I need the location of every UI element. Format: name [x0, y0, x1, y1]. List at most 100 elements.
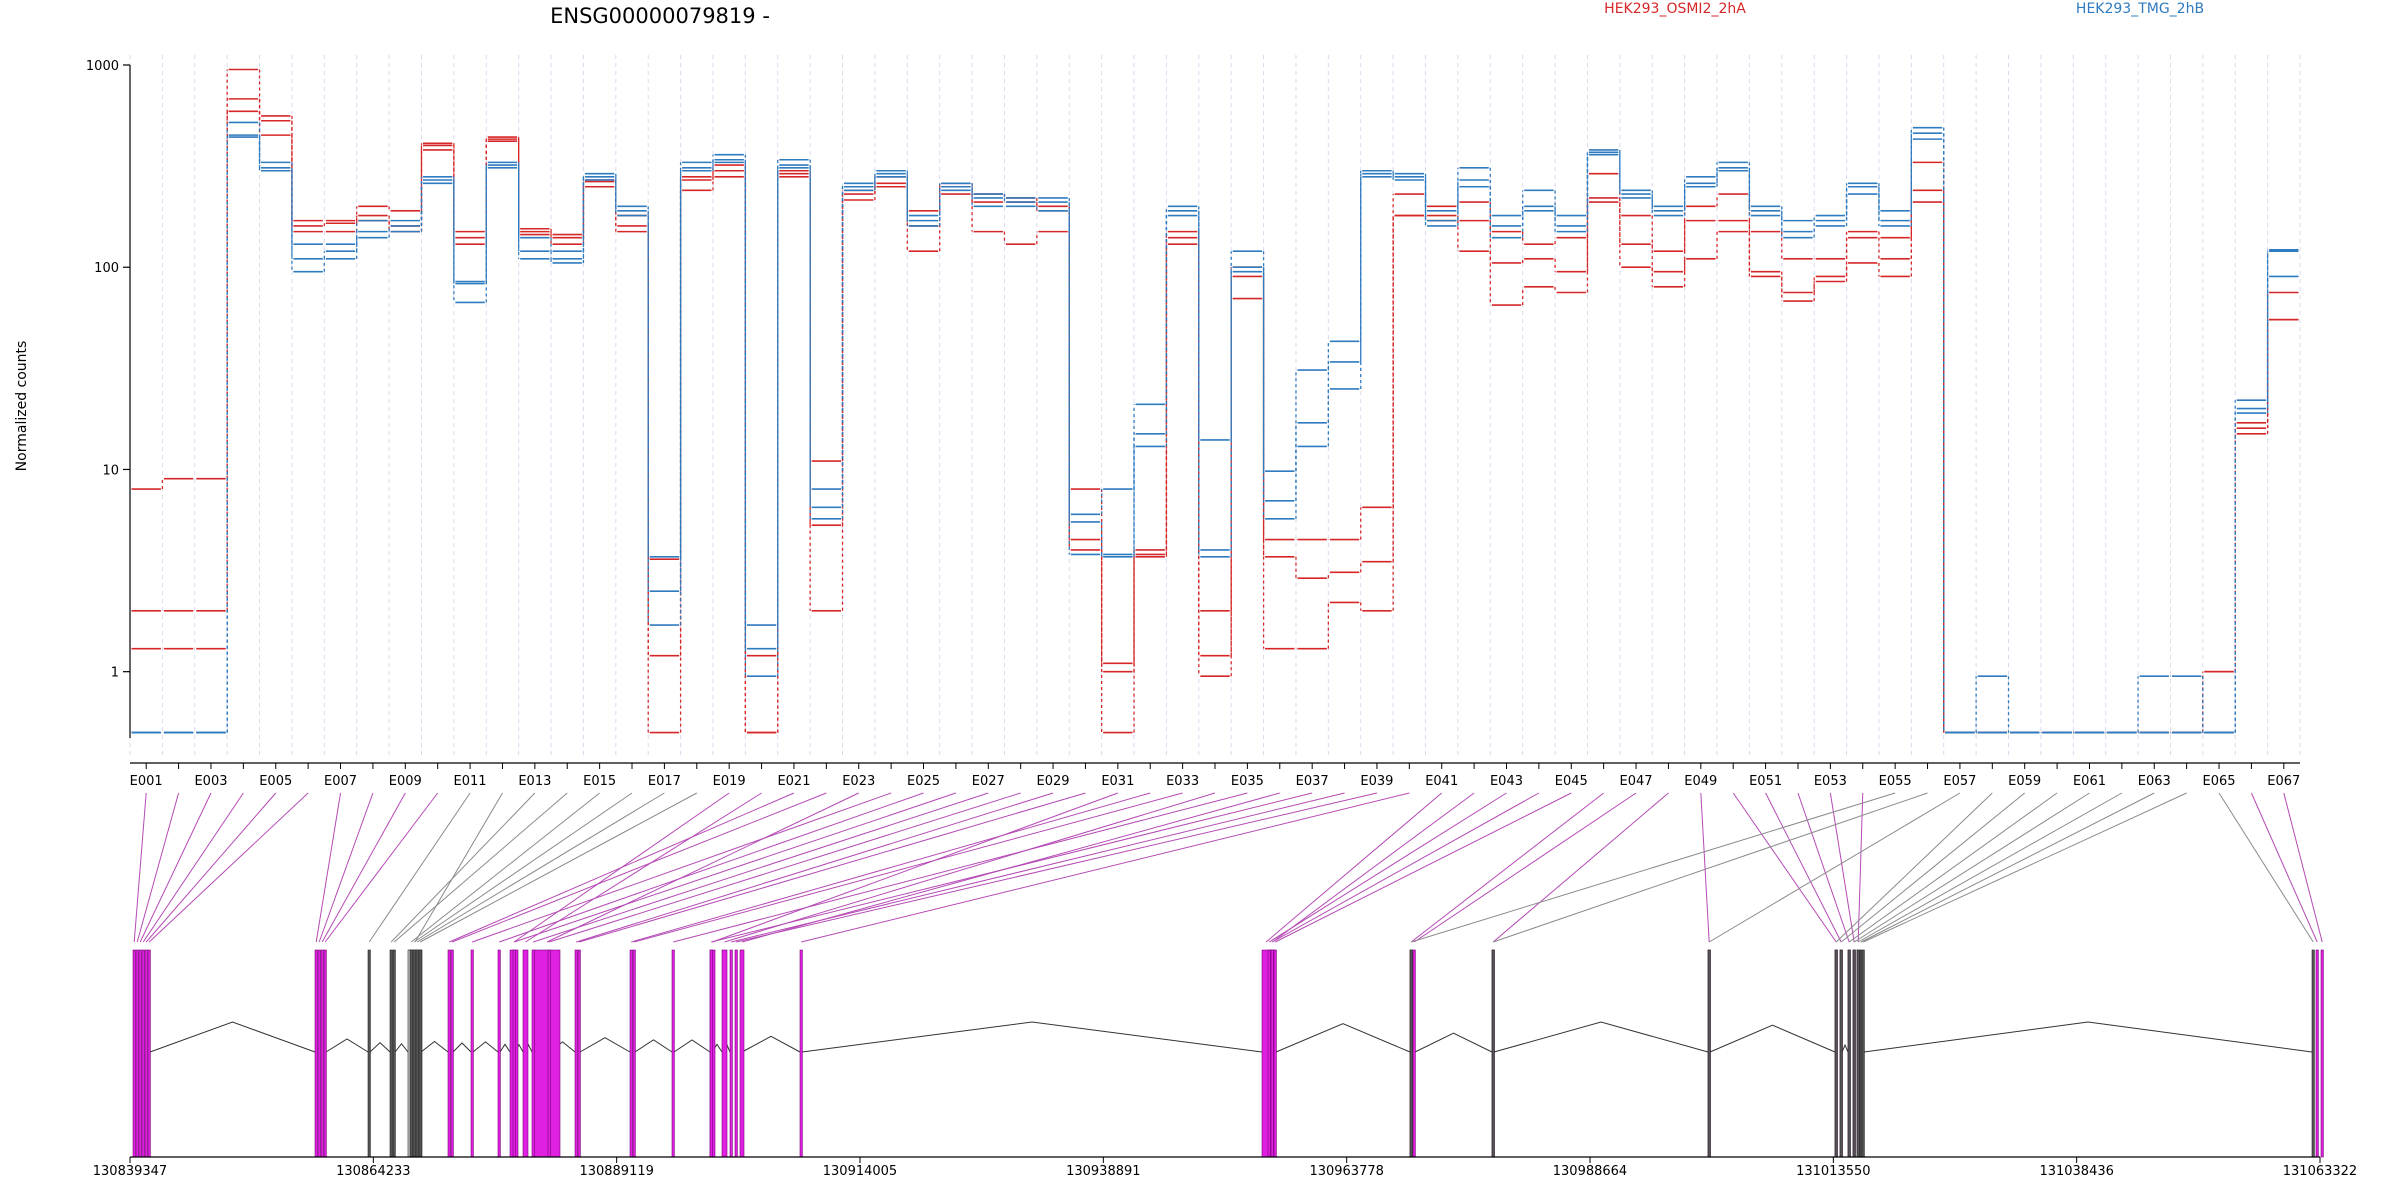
exon-block: [317, 949, 321, 1158]
series-line: [131, 98, 2299, 734]
exon-block: [1270, 949, 1274, 1158]
exon-block: [132, 949, 136, 1158]
series-line: [131, 110, 2299, 734]
exon-connector: [1857, 792, 1864, 943]
intron-line: [741, 1035, 801, 1053]
exon-connector: [472, 792, 892, 943]
genomic-tick-label: 131038436: [2039, 1164, 2113, 1179]
x-tick-label: E045: [1555, 774, 1588, 789]
exon-block: [632, 949, 636, 1158]
x-tick-label: E047: [1620, 774, 1653, 789]
x-tick-label: E063: [2138, 774, 2171, 789]
exon-connector: [452, 792, 827, 943]
y-tick-label: 1000: [86, 59, 119, 74]
legend-entry-osmi2: HEK293_OSMI2_2hA: [1604, 1, 1746, 17]
exon-connector: [1413, 792, 1637, 943]
intron-line: [1709, 1024, 1836, 1053]
exon-block: [1856, 949, 1860, 1158]
x-tick-label: E005: [259, 774, 292, 789]
exon-connector: [712, 792, 1119, 943]
exon-block: [1707, 949, 1711, 1158]
exon-block: [547, 949, 551, 1158]
y-tick-label: 10: [102, 463, 119, 478]
exon-block: [1847, 949, 1851, 1158]
exon-connector: [449, 792, 795, 943]
exon-connector: [533, 792, 989, 943]
exon-connector: [1265, 792, 1443, 943]
intron-line: [369, 1041, 391, 1053]
intron-line: [420, 1040, 449, 1053]
x-tick-label: E009: [389, 774, 422, 789]
exon-connector: [416, 792, 665, 943]
x-tick-label: E037: [1296, 774, 1329, 789]
exon-connector: [1797, 792, 1850, 943]
exon-block: [531, 949, 535, 1158]
exon-block: [1839, 949, 1843, 1158]
x-tick-label: E039: [1360, 774, 1393, 789]
intron-line: [579, 1037, 631, 1053]
exon-block: [1861, 949, 1865, 1158]
intron-line: [1493, 1021, 1709, 1053]
exon-connector: [1835, 792, 1993, 943]
exon-connector: [390, 792, 536, 943]
chart-title: ENSG00000079819 -: [550, 4, 770, 28]
exon-connector: [139, 792, 212, 943]
genomic-tick-label: 131063322: [2283, 1164, 2357, 1179]
series-lines: [131, 68, 2299, 734]
y-tick-label: 1: [111, 666, 119, 681]
exon-block: [739, 949, 745, 1158]
x-axis-exon-labels: E001 E003 E005 E007 E009 E011 E013 E015 E017 E019…: [130, 762, 2300, 789]
exon-block: [1273, 949, 1277, 1158]
x-tick-label: E059: [2008, 774, 2041, 789]
exon-block: [470, 949, 474, 1158]
x-tick-label: E023: [842, 774, 875, 789]
exon-connector: [1274, 792, 1572, 943]
genomic-tick-label: 130864233: [336, 1164, 410, 1179]
exon-connector: [413, 792, 633, 943]
exon-block: [512, 949, 516, 1158]
exon-connector: [576, 792, 1054, 943]
exon-block: [320, 949, 324, 1158]
exon-connector: [736, 792, 1378, 943]
exon-block: [709, 949, 713, 1158]
series-line: [131, 136, 2299, 734]
legend-entry-tmg: HEK293_TMG_2hB: [2076, 1, 2204, 17]
x-tick-label: E067: [2267, 774, 2300, 789]
gene-model-track: [132, 949, 2324, 1158]
exon-block: [138, 949, 142, 1158]
exon-block: [389, 949, 393, 1158]
exon-block: [533, 949, 561, 1158]
exon-connector: [1853, 792, 2090, 943]
exon-connector: [673, 792, 1248, 943]
intron-line: [499, 1043, 511, 1053]
exon-connector: [1765, 792, 1842, 943]
intron-line: [1863, 1021, 2313, 1053]
exon-connector: [631, 792, 1151, 943]
intron-line: [1841, 1043, 1849, 1053]
y-axis: 1000 100 10 1: [86, 59, 131, 738]
exon-connector: [1848, 792, 2058, 943]
exon-block: [141, 949, 145, 1158]
exon-block: [392, 949, 396, 1158]
intron-line: [673, 1039, 711, 1053]
exon-block: [147, 949, 151, 1158]
x-tick-label: E019: [713, 774, 746, 789]
exon-connector: [525, 792, 762, 943]
genomic-tick-label: 130938891: [1066, 1164, 1140, 1179]
x-tick-label: E055: [1879, 774, 1912, 789]
exon-block: [1852, 949, 1856, 1158]
exon-block: [2320, 949, 2324, 1158]
exon-connector: [499, 792, 924, 943]
exon-connector: [1829, 792, 1855, 943]
exon-block: [135, 949, 139, 1158]
y-tick-label: 100: [94, 261, 119, 276]
x-tick-label: E065: [2203, 774, 2236, 789]
exon-connector: [1411, 792, 1896, 943]
genomic-coordinate-axis: 130839347 130864233 130889119 130914005 1309…: [93, 1156, 2357, 1179]
intron-line: [472, 1041, 499, 1053]
exon-block: [144, 949, 148, 1158]
exon-connector: [1732, 792, 1837, 943]
exon-connector: [711, 792, 1313, 943]
exon-connector: [419, 792, 698, 943]
